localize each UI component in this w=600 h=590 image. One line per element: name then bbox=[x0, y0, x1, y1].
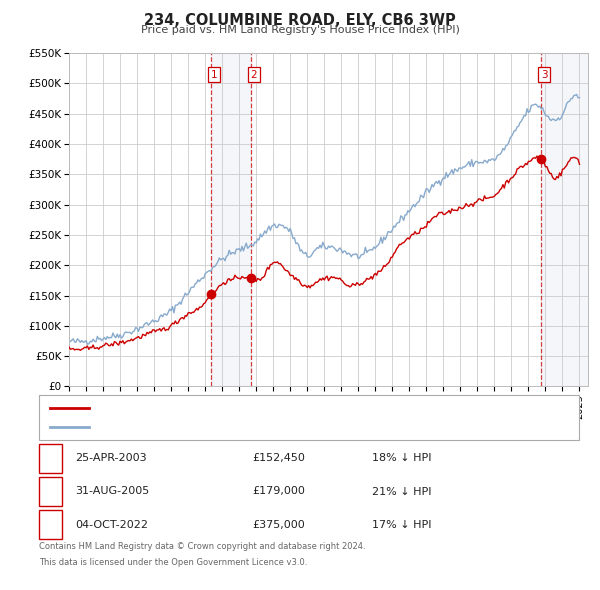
Text: 21% ↓ HPI: 21% ↓ HPI bbox=[372, 487, 431, 496]
Text: 2: 2 bbox=[250, 70, 257, 80]
Text: HPI: Average price, detached house, East Cambridgeshire: HPI: Average price, detached house, East… bbox=[95, 422, 397, 432]
Text: 2: 2 bbox=[47, 485, 54, 498]
Text: 31-AUG-2005: 31-AUG-2005 bbox=[75, 487, 149, 496]
Bar bbox=[541, 53, 588, 386]
Text: 25-APR-2003: 25-APR-2003 bbox=[75, 454, 146, 463]
Text: 234, COLUMBINE ROAD, ELY, CB6 3WP (detached house): 234, COLUMBINE ROAD, ELY, CB6 3WP (detac… bbox=[95, 403, 389, 412]
Text: 3: 3 bbox=[47, 518, 54, 531]
Text: 234, COLUMBINE ROAD, ELY, CB6 3WP: 234, COLUMBINE ROAD, ELY, CB6 3WP bbox=[144, 13, 456, 28]
Text: 1: 1 bbox=[47, 452, 54, 465]
Text: Price paid vs. HM Land Registry's House Price Index (HPI): Price paid vs. HM Land Registry's House … bbox=[140, 25, 460, 35]
Text: £375,000: £375,000 bbox=[252, 520, 305, 529]
Text: 18% ↓ HPI: 18% ↓ HPI bbox=[372, 454, 431, 463]
Text: 04-OCT-2022: 04-OCT-2022 bbox=[75, 520, 148, 529]
Text: This data is licensed under the Open Government Licence v3.0.: This data is licensed under the Open Gov… bbox=[39, 558, 307, 567]
Text: £152,450: £152,450 bbox=[252, 454, 305, 463]
Bar bbox=[211, 53, 251, 386]
Text: £179,000: £179,000 bbox=[252, 487, 305, 496]
Text: 17% ↓ HPI: 17% ↓ HPI bbox=[372, 520, 431, 529]
Text: Contains HM Land Registry data © Crown copyright and database right 2024.: Contains HM Land Registry data © Crown c… bbox=[39, 542, 365, 550]
Text: 3: 3 bbox=[541, 70, 548, 80]
Text: 1: 1 bbox=[211, 70, 217, 80]
